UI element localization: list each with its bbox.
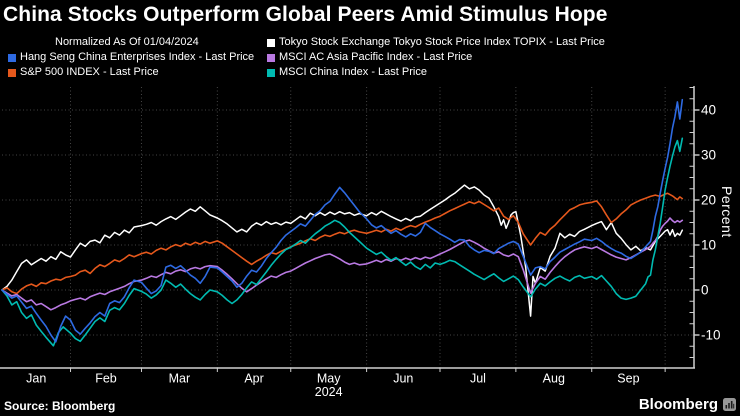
legend-item-msci_china: MSCI China Index - Last Price xyxy=(267,67,605,78)
x-month-label-mar: Mar xyxy=(169,372,191,386)
x-month-label-feb: Feb xyxy=(95,372,117,386)
legend-item-hscei: Hang Seng China Enterprises Index - Last… xyxy=(8,52,267,63)
series-line-sp500 xyxy=(1,192,684,295)
legend-label-msci_china: MSCI China Index - Last Price xyxy=(279,66,427,78)
y-tick-label-20: 20 xyxy=(701,193,716,208)
x-month-label-jul: Jul xyxy=(470,372,486,386)
legend-item-asia_pacific: MSCI AC Asia Pacific Index - Last Price xyxy=(267,52,605,63)
y-axis-label: Percent xyxy=(719,186,735,238)
bloomberg-terminal-icon xyxy=(723,398,736,411)
legend-swatch-sp500 xyxy=(8,68,16,77)
legend-swatch-asia_pacific xyxy=(267,53,275,62)
y-tick-label-0: 0 xyxy=(701,283,709,298)
legend-label-topix: Tokyo Stock Exchange Tokyo Stock Price I… xyxy=(279,36,605,48)
legend-swatch-topix xyxy=(267,38,275,47)
legend-column-2: Tokyo Stock Exchange Tokyo Stock Price I… xyxy=(267,37,605,78)
y-tick-label--10: -10 xyxy=(701,328,721,343)
y-tick-label-10: 10 xyxy=(701,238,716,253)
x-month-label-aug: Aug xyxy=(543,372,565,386)
x-month-label-may: May xyxy=(317,372,341,386)
bloomberg-wordmark: Bloomberg xyxy=(638,396,718,413)
legend: Normalized As Of 01/04/2024 Hang Seng Chi… xyxy=(8,37,605,78)
legend-label-sp500: S&P 500 INDEX - Last Price xyxy=(20,66,159,78)
x-year-label: 2024 xyxy=(315,385,343,399)
legend-column-1: Normalized As Of 01/04/2024 Hang Seng Chi… xyxy=(8,37,267,78)
legend-label-hscei: Hang Seng China Enterprises Index - Last… xyxy=(20,51,255,63)
x-month-label-sep: Sep xyxy=(617,372,639,386)
series-line-asia_pacific xyxy=(1,217,684,311)
legend-normalized-note: Normalized As Of 01/04/2024 xyxy=(55,36,199,48)
x-month-label-jan: Jan xyxy=(26,372,46,386)
chart-title: China Stocks Outperform Global Peers Ami… xyxy=(3,3,608,26)
legend-swatch-msci_china xyxy=(267,68,275,77)
y-tick-label-30: 30 xyxy=(701,148,716,163)
x-month-label-jun: Jun xyxy=(393,372,413,386)
x-month-label-apr: Apr xyxy=(244,372,263,386)
legend-item-topix: Tokyo Stock Exchange Tokyo Stock Price I… xyxy=(267,37,605,48)
bloomberg-logo: Bloomberg xyxy=(639,396,736,413)
legend-swatch-hscei xyxy=(8,53,16,62)
legend-item-sp500: S&P 500 INDEX - Last Price xyxy=(8,67,267,78)
y-tick-label-40: 40 xyxy=(701,103,716,118)
series-line-hscei xyxy=(1,98,684,343)
series-line-msci_china xyxy=(1,137,684,347)
legend-label-asia_pacific: MSCI AC Asia Pacific Index - Last Price xyxy=(279,51,473,63)
source-credit: Source: Bloomberg xyxy=(4,399,116,413)
